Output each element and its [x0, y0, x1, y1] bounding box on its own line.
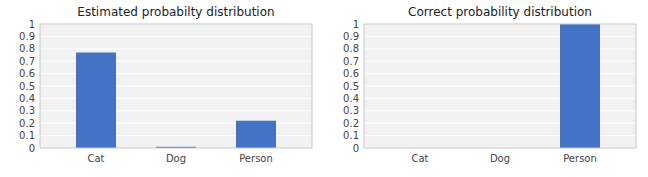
x-tick-label: Cat [411, 153, 428, 164]
grid-line [40, 36, 312, 37]
bars [76, 53, 276, 148]
plot-frame [40, 24, 312, 148]
y-tick-label: 0.9 [19, 31, 35, 42]
y-tick-label: 0.2 [343, 118, 359, 129]
x-tick-label: Cat [87, 153, 104, 164]
y-tick-label: 0.7 [343, 56, 359, 67]
x-tick-label: Dog [166, 153, 186, 164]
y-tick-label: 0.4 [343, 93, 359, 104]
y-tick-label: 0.7 [19, 56, 35, 67]
y-tick-label: 0.6 [19, 68, 35, 79]
panel: 0 0.10.2 0.30.40.5 0.60.7 0.80.91 Cat Dog Perso… [19, 5, 312, 164]
y-tick-label: 0.1 [19, 130, 35, 141]
y-tick-label: 0 [353, 143, 359, 154]
x-tick-label: Person [563, 153, 597, 164]
bar [236, 121, 276, 148]
plot-frame [364, 24, 636, 148]
grid-line [40, 48, 312, 49]
y-tick-label: 1 [353, 19, 359, 30]
y-tick-label: 0.2 [19, 118, 35, 129]
chart-title: Estimated probabilty distribution [77, 5, 274, 19]
x-tick-label: Person [239, 153, 273, 164]
y-tick-label: 0.3 [343, 105, 359, 116]
bars [560, 24, 600, 148]
y-tick-label: 0.5 [19, 81, 35, 92]
panel: 0 0.10.2 0.30.40.5 0.60.7 0.80.91 Cat Dog Perso… [343, 5, 636, 164]
x-tick-label: Dog [490, 153, 510, 164]
y-tick-label: 0.8 [19, 43, 35, 54]
y-tick-label: 0.4 [19, 93, 35, 104]
figure: 00.10.20.30.40.50.60.70.80.91CatDogPerso… [0, 0, 648, 177]
bar [560, 24, 600, 148]
chart-container: 00.10.20.30.40.50.60.70.80.91CatDogPerso… [0, 0, 648, 177]
y-tick-label: 0.9 [343, 31, 359, 42]
plot-background [40, 24, 312, 148]
plot-background [364, 24, 636, 148]
y-tick-label: 0.5 [343, 81, 359, 92]
y-tick-label: 0.8 [343, 43, 359, 54]
y-tick-label: 0.1 [343, 130, 359, 141]
y-tick-label: 0.6 [343, 68, 359, 79]
bar [76, 53, 116, 148]
y-tick-label: 0 [29, 143, 35, 154]
y-tick-label: 1 [29, 19, 35, 30]
y-tick-label: 0.3 [19, 105, 35, 116]
chart-title: Correct probability distribution [408, 5, 592, 19]
